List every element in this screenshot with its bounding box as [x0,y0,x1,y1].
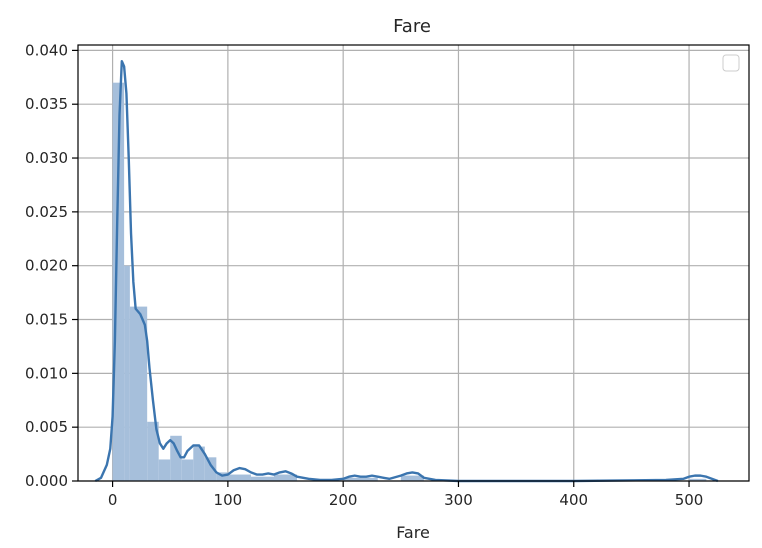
x-axis-label: Fare [396,523,430,542]
histogram-bar [400,475,424,481]
histogram-bar [181,459,194,481]
histogram-bar [124,265,130,481]
y-tick-label: 0.025 [25,203,68,221]
y-tick-label: 0.020 [25,257,68,275]
histogram-bar [193,446,205,481]
histogram-bar [129,306,148,481]
y-axis-ticks: 0.000 0.005 0.010 0.015 0.020 0.025 0.030 0.035… [25,41,78,490]
histogram-bar [689,478,707,481]
histogram-bar [158,459,171,481]
histogram-bar [343,477,378,481]
y-tick-label: 0.035 [25,95,68,113]
x-tick-label: 300 [444,491,473,509]
x-tick-label: 500 [675,491,704,509]
y-tick-label: 0.000 [25,472,68,490]
histogram-bar [147,421,159,481]
histogram-bars [112,82,707,481]
histogram-bar [112,82,125,481]
histogram-bar [204,457,217,481]
histogram-bar [250,476,274,481]
y-tick-label: 0.030 [25,149,68,167]
plot-frame [77,44,750,482]
x-axis-ticks: 0 100 200 300 400 500 [108,481,704,509]
y-tick-label: 0.005 [25,418,68,436]
y-tick-label: 0.015 [25,311,68,329]
legend-box [722,54,740,72]
kde-curve [94,59,719,483]
histogram-bar [170,435,182,481]
y-tick-label: 0.040 [25,41,68,59]
histogram-bar [273,474,298,481]
y-tick-label: 0.010 [25,364,68,382]
chart-title: Fare [393,16,431,37]
x-tick-label: 400 [559,491,588,509]
x-tick-label: 200 [329,491,358,509]
histogram-bar [227,474,251,481]
x-tick-label: 0 [108,491,118,509]
grid-lines [78,45,749,482]
x-tick-label: 100 [214,491,243,509]
legend-empty [722,54,740,72]
